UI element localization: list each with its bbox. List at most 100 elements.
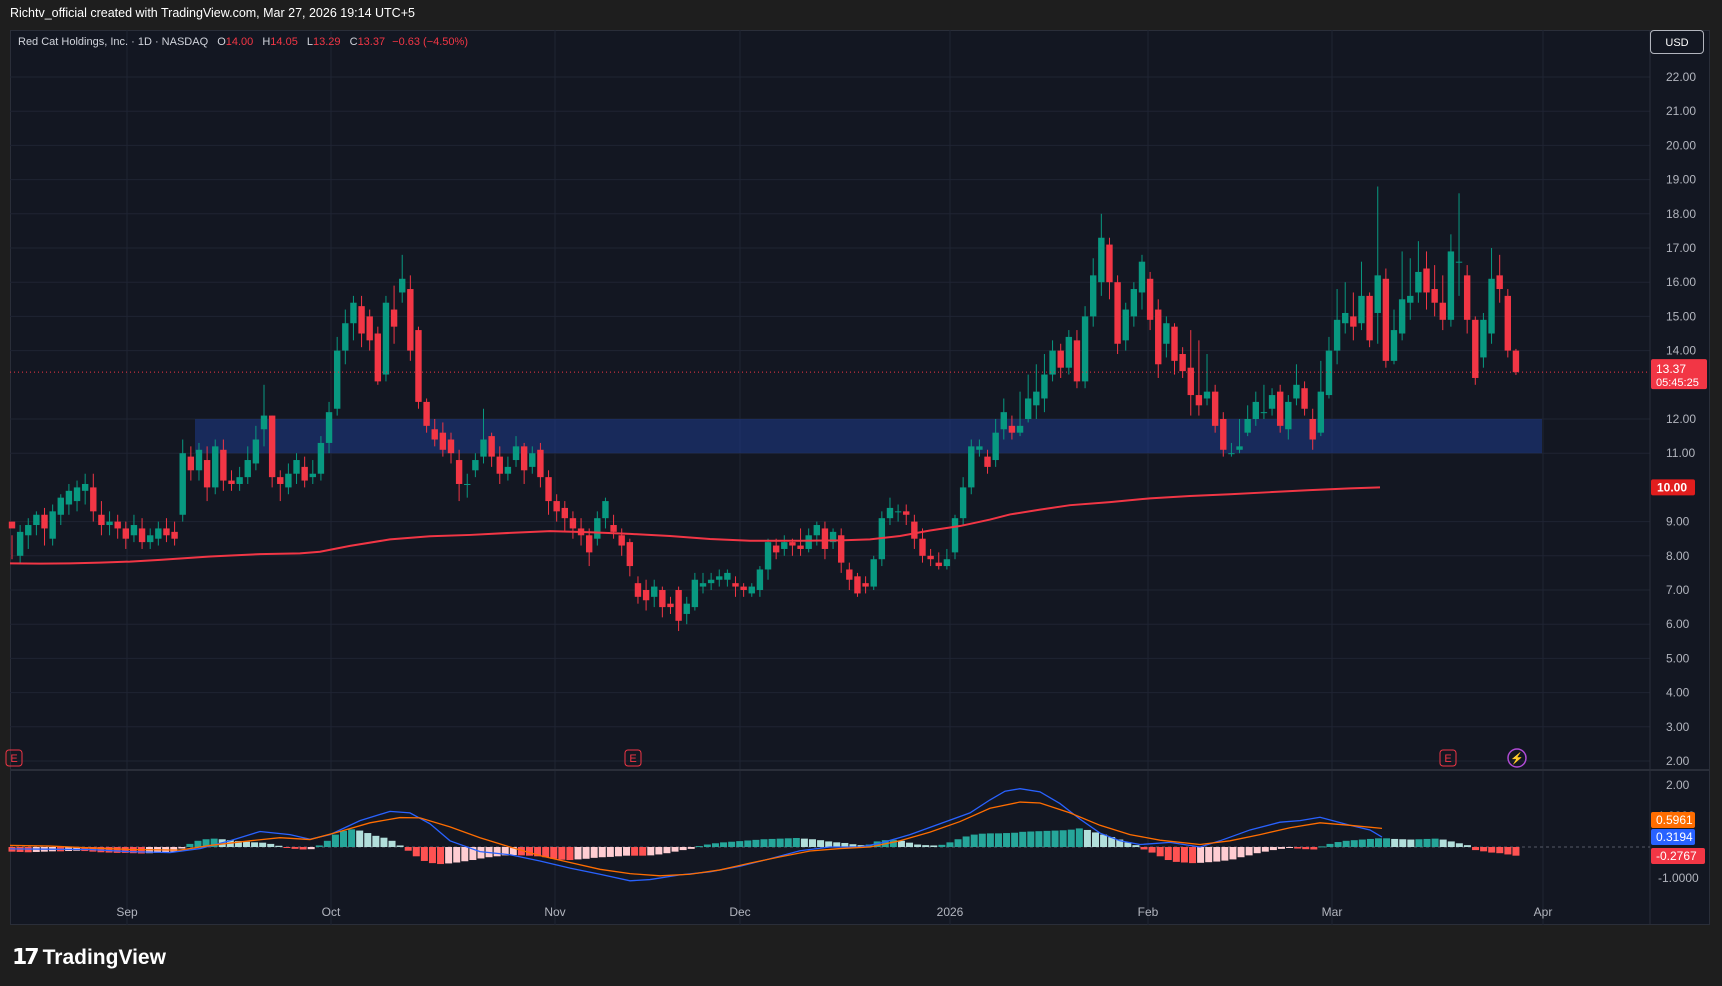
histogram-bar: [437, 847, 445, 865]
candle-body: [797, 545, 804, 549]
histogram-bar: [234, 841, 242, 847]
high-label: H: [262, 36, 271, 48]
earnings-marker: [624, 749, 642, 767]
histogram-bar: [445, 847, 453, 864]
candle-body: [561, 507, 568, 519]
high-value: 14.05: [270, 36, 298, 48]
price-tick-label: 16.00: [1666, 275, 1696, 289]
candle-body: [927, 555, 934, 560]
candle-body: [1033, 391, 1040, 406]
candle-body: [57, 497, 64, 515]
histogram-bar: [1140, 847, 1148, 850]
candle-body: [1057, 350, 1064, 368]
candle-body: [813, 525, 821, 536]
histogram-bar: [242, 841, 250, 847]
histogram-bar: [695, 846, 703, 848]
histogram-bar: [1488, 847, 1496, 853]
candle-body: [1211, 391, 1219, 426]
candle-body: [423, 401, 430, 426]
macd-line: [9, 788, 1383, 882]
candle-body: [1090, 275, 1097, 317]
histogram-bar: [647, 847, 655, 856]
histogram-bar: [1318, 846, 1326, 848]
histogram-bar: [598, 847, 606, 858]
candle-body: [529, 453, 536, 467]
histogram-bar: [501, 847, 509, 856]
candle-body: [911, 521, 918, 539]
candle-body: [626, 542, 634, 567]
candle-body: [122, 528, 130, 539]
histogram-bar: [1383, 838, 1391, 847]
candle-body: [1276, 391, 1284, 426]
tradingview-logo[interactable]: 𝟭𝟳 TradingView: [12, 944, 166, 970]
histogram-bar: [1237, 847, 1245, 858]
histogram-bar: [251, 842, 259, 847]
histogram-bar: [687, 847, 695, 849]
candle-body: [569, 518, 577, 529]
candle-body: [350, 302, 357, 324]
candle-body: [293, 460, 300, 474]
histogram-bar: [1075, 828, 1083, 847]
attribution-text: Richtv_official created with TradingView…: [10, 6, 415, 20]
candle-body: [8, 521, 16, 529]
histogram-bar: [1512, 847, 1520, 856]
candle-body: [789, 542, 796, 546]
candle-body: [594, 518, 601, 539]
price-tick-label: 5.00: [1666, 651, 1690, 665]
histogram-bar: [833, 842, 841, 847]
candle-body: [415, 330, 422, 402]
histogram-bar: [170, 847, 178, 852]
signal-line: [9, 801, 1383, 877]
histogram-bar: [558, 847, 566, 860]
macd-tick-label: 2.00: [1666, 778, 1690, 792]
histogram-bar: [315, 845, 323, 847]
candle-body: [984, 456, 991, 467]
earnings-marker: [1439, 749, 1457, 767]
candle-body: [1382, 278, 1390, 361]
candle-body: [333, 350, 341, 409]
candle-body: [1342, 312, 1349, 324]
histogram-bar: [1504, 847, 1512, 855]
histogram-bar: [461, 847, 469, 862]
histogram-bar: [550, 847, 558, 859]
candle-body: [146, 535, 154, 543]
candle-body: [488, 436, 495, 457]
ma-badge: [1651, 479, 1695, 496]
candle-body: [642, 590, 650, 601]
histogram-bar: [1472, 847, 1480, 851]
price-tick-label: 18.00: [1666, 207, 1696, 221]
signal-badge: [1651, 812, 1695, 828]
candle-body: [407, 289, 414, 351]
histogram-bar: [970, 834, 978, 847]
histogram-bar: [412, 847, 420, 857]
candle-body: [1024, 398, 1032, 419]
candle-body: [1236, 446, 1243, 450]
histogram-bar: [331, 834, 339, 847]
price-tick-label: 2.00: [1666, 754, 1690, 768]
x-tick-label: Dec: [729, 905, 750, 919]
currency-button[interactable]: USD: [1650, 30, 1704, 54]
candle-body: [1268, 395, 1276, 409]
histogram-bar: [817, 840, 825, 847]
histogram-bar: [1245, 847, 1253, 856]
histogram-bar: [194, 840, 202, 847]
candle-body: [675, 590, 682, 621]
candle-body: [919, 538, 926, 556]
candle-body: [1163, 323, 1170, 344]
candle-body: [390, 309, 398, 327]
candle-body: [1285, 401, 1292, 430]
price-tick-label: 6.00: [1666, 617, 1690, 631]
candle-body: [98, 514, 105, 526]
histogram-bar: [711, 843, 719, 847]
histogram-bar: [1261, 847, 1269, 852]
candle-body: [837, 535, 845, 563]
histogram-bar: [639, 847, 647, 856]
histogram-bar: [348, 829, 356, 847]
candle-body: [1203, 391, 1211, 399]
brand-text: TradingView: [42, 946, 166, 969]
candle-body: [1504, 295, 1512, 351]
histogram-bar: [307, 847, 315, 850]
candle-body: [382, 302, 390, 375]
price-tick-label: 9.00: [1666, 515, 1690, 529]
